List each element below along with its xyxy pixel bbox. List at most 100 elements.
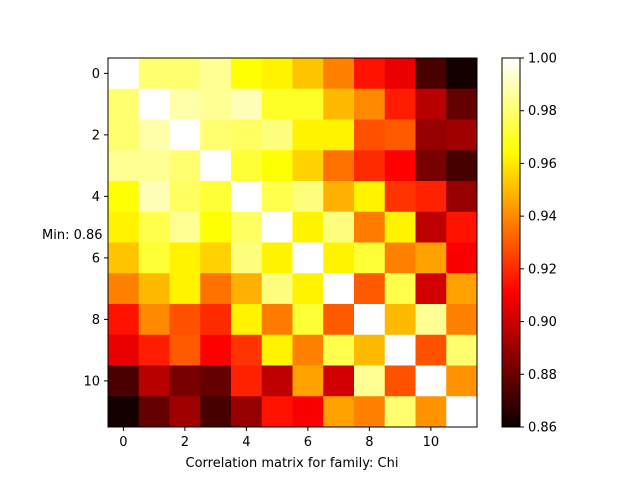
heatmap-cell-10-10	[415, 365, 447, 397]
heatmap-cell-3-2	[169, 150, 201, 182]
y-tick-label-6: 6	[92, 251, 100, 266]
heatmap-cell-9-2	[169, 334, 201, 366]
heatmap-cell-10-8	[354, 365, 386, 397]
heatmap-cell-7-3	[200, 273, 232, 305]
colorbar-tick-label-1.00: 1.00	[528, 52, 557, 67]
colorbar-tick-label-0.98: 0.98	[528, 104, 557, 119]
heatmap-cell-8-11	[446, 304, 478, 336]
heatmap-cell-0-6	[292, 58, 324, 90]
heatmap-cell-6-2	[169, 242, 201, 274]
heatmap-cell-5-1	[138, 211, 170, 243]
heatmap-cell-2-0	[108, 119, 140, 151]
heatmap-cell-4-2	[169, 181, 201, 213]
heatmap-cell-9-1	[138, 334, 170, 366]
heatmap-cell-9-0	[108, 334, 140, 366]
heatmap-cell-1-11	[446, 88, 478, 120]
heatmap-cell-4-6	[292, 181, 324, 213]
heatmap-cell-1-0	[108, 88, 140, 120]
y-tick-label-4: 4	[92, 190, 100, 205]
heatmap-cell-1-1	[138, 88, 170, 120]
heatmap-cell-0-11	[446, 58, 478, 90]
heatmap-cell-4-1	[138, 181, 170, 213]
colorbar-tick-label-0.94: 0.94	[528, 210, 557, 225]
heatmap-cell-2-3	[200, 119, 232, 151]
heatmap-cell-0-7	[323, 58, 355, 90]
heatmap-cell-9-9	[384, 334, 416, 366]
heatmap-cell-7-5	[261, 273, 293, 305]
heatmap-cell-11-11	[446, 396, 478, 428]
heatmap-cell-3-1	[138, 150, 170, 182]
heatmap-cell-9-11	[446, 334, 478, 366]
heatmap-cell-10-4	[231, 365, 263, 397]
heatmap-cell-7-6	[292, 273, 324, 305]
heatmap-cell-0-8	[354, 58, 386, 90]
heatmap-cell-4-7	[323, 181, 355, 213]
heatmap-cell-11-10	[415, 396, 447, 428]
heatmap-cell-5-11	[446, 211, 478, 243]
heatmap-cell-2-10	[415, 119, 447, 151]
heatmap-cell-3-8	[354, 150, 386, 182]
heatmap-cell-1-7	[323, 88, 355, 120]
colorbar-tick-label-0.96: 0.96	[528, 157, 557, 172]
heatmap-cell-7-7	[323, 273, 355, 305]
colorbar-tick-label-0.90: 0.90	[528, 315, 557, 330]
heatmap-cell-11-9	[384, 396, 416, 428]
heatmap-cell-10-9	[384, 365, 416, 397]
heatmap-cell-5-9	[384, 211, 416, 243]
x-tick-label-2: 2	[181, 435, 189, 450]
heatmap-cell-4-9	[384, 181, 416, 213]
heatmap-cell-5-8	[354, 211, 386, 243]
heatmap-cell-8-7	[323, 304, 355, 336]
heatmap-cell-9-4	[231, 334, 263, 366]
heatmap-cell-11-5	[261, 396, 293, 428]
heatmap-cell-6-3	[200, 242, 232, 274]
heatmap-cell-8-2	[169, 304, 201, 336]
heatmap-cell-0-3	[200, 58, 232, 90]
heatmap-cell-11-0	[108, 396, 140, 428]
colorbar-ticks: 0.86 0.88 0.90 0.92 0.94 0.96 0.98 1.00	[520, 52, 557, 436]
heatmap-cell-0-2	[169, 58, 201, 90]
heatmap-cell-2-8	[354, 119, 386, 151]
heatmap-cell-10-2	[169, 365, 201, 397]
heatmap-cell-8-3	[200, 304, 232, 336]
heatmap-cell-11-3	[200, 396, 232, 428]
heatmap-cell-10-0	[108, 365, 140, 397]
heatmap-cell-7-8	[354, 273, 386, 305]
heatmap-cell-10-1	[138, 365, 170, 397]
heatmap-cell-1-3	[200, 88, 232, 120]
colorbar-tick-label-0.86: 0.86	[528, 421, 557, 436]
heatmap-cell-3-5	[261, 150, 293, 182]
heatmap-cell-7-4	[231, 273, 263, 305]
heatmap-cell-4-3	[200, 181, 232, 213]
x-tick-label-6: 6	[304, 435, 312, 450]
heatmap-cell-11-7	[323, 396, 355, 428]
heatmap-cell-1-10	[415, 88, 447, 120]
heatmap-cell-8-10	[415, 304, 447, 336]
heatmap-cell-7-11	[446, 273, 478, 305]
heatmap-cell-4-0	[108, 181, 140, 213]
heatmap-cell-1-2	[169, 88, 201, 120]
heatmap-cell-1-5	[261, 88, 293, 120]
x-tick-label-0: 0	[119, 435, 127, 450]
heatmap-cell-7-0	[108, 273, 140, 305]
heatmap-cell-5-5	[261, 211, 293, 243]
y-tick-label-8: 8	[92, 313, 100, 328]
heatmap-cell-3-10	[415, 150, 447, 182]
heatmap-cell-8-8	[354, 304, 386, 336]
heatmap-cell-7-2	[169, 273, 201, 305]
y-tick-label-2: 2	[92, 128, 100, 143]
heatmap-cell-3-7	[323, 150, 355, 182]
heatmap-cell-5-3	[200, 211, 232, 243]
heatmap-cell-8-5	[261, 304, 293, 336]
heatmap-cell-2-2	[169, 119, 201, 151]
x-tick-label-8: 8	[365, 435, 373, 450]
x-axis-label: Correlation matrix for family: Chi	[186, 456, 399, 471]
heatmap-cell-4-10	[415, 181, 447, 213]
heatmap-cell-10-7	[323, 365, 355, 397]
heatmap-cell-0-10	[415, 58, 447, 90]
heatmap-cell-9-3	[200, 334, 232, 366]
heatmap-cell-10-11	[446, 365, 478, 397]
heatmap-cell-10-6	[292, 365, 324, 397]
x-tick-label-4: 4	[242, 435, 250, 450]
